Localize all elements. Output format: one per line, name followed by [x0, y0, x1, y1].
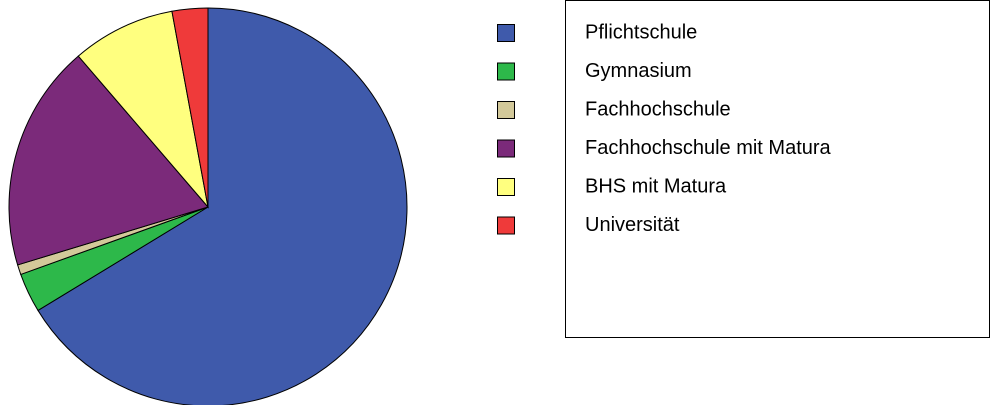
- pie-slice: [37, 7, 408, 405]
- legend-swatch: [497, 216, 515, 235]
- legend-swatch: [497, 178, 515, 196]
- legend-swatch: [497, 62, 515, 81]
- legend-swatch: [497, 139, 515, 158]
- legend-label: Fachhochschule: [585, 98, 731, 120]
- pie-slice: [77, 10, 209, 209]
- legend-label: Universität: [585, 214, 680, 236]
- legend-label: Pflichtschule: [585, 21, 697, 43]
- pie-slice: [171, 7, 209, 208]
- pie-slice: [8, 55, 209, 266]
- legend-swatch: [497, 101, 515, 119]
- legend-label: Fachhochschule mit Matura: [585, 137, 832, 159]
- legend-label: Gymnasium: [585, 60, 692, 82]
- legend-swatch: [497, 24, 515, 42]
- legend-label: BHS mit Matura: [585, 175, 727, 197]
- legend-box: [565, 0, 990, 338]
